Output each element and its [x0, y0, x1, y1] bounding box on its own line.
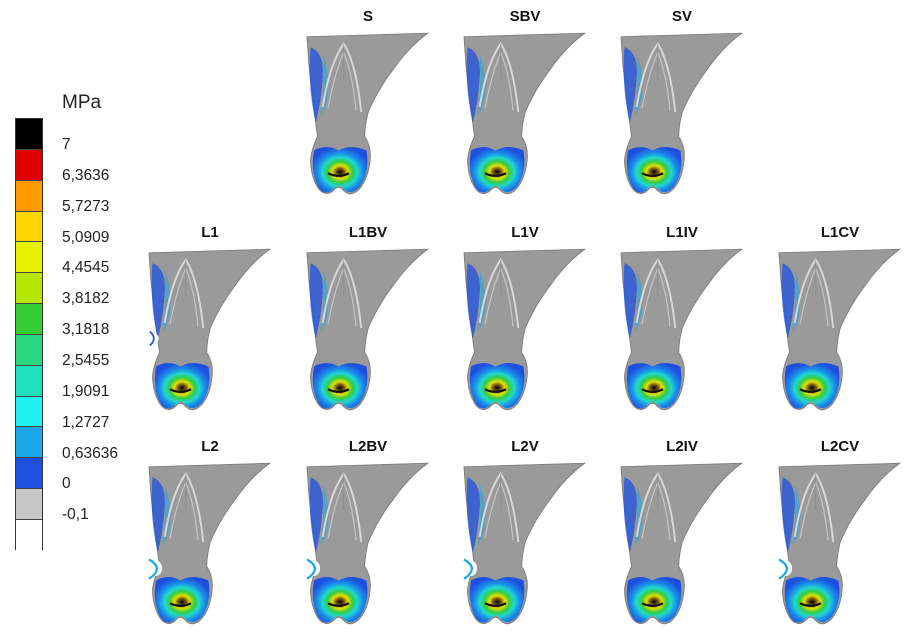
model-title: L1IV	[666, 224, 698, 241]
legend-swatch	[16, 304, 42, 335]
model-title: L1V	[511, 224, 539, 241]
stress-map-image	[463, 462, 587, 625]
tooth-model: SBV	[455, 8, 595, 208]
legend-swatch	[16, 427, 42, 459]
stress-map-image	[778, 248, 902, 411]
model-title: L2	[201, 438, 219, 455]
legend-swatch	[16, 489, 42, 520]
legend-label: 1,2727	[62, 413, 110, 431]
tooth-model: L2IV	[612, 438, 752, 638]
legend-label: 0,63636	[62, 444, 119, 462]
tooth-model: SV	[612, 8, 752, 208]
model-title: SV	[671, 8, 692, 25]
stress-map-image	[148, 462, 272, 625]
legend-label: 5,0909	[62, 228, 110, 246]
legend-swatch	[16, 211, 42, 243]
legend-label: 3,8182	[62, 290, 110, 308]
legend-swatch	[16, 396, 42, 428]
model-title: SBV	[509, 8, 541, 25]
tooth-model: L2V	[455, 438, 595, 638]
stress-legend: MPa 7 6,3636 5,7273 5,0909 4,4545 3,8182 3,181…	[0, 0, 140, 630]
tooth-model: L1CV	[770, 224, 906, 424]
stress-map-image	[463, 248, 587, 411]
legend-label: -0,1	[62, 506, 89, 524]
legend-swatch	[16, 242, 42, 274]
tooth-model: L1	[140, 224, 280, 424]
legend-label: 5,7273	[62, 197, 110, 215]
stress-map-image	[620, 462, 744, 625]
model-title: L2CV	[820, 438, 860, 455]
legend-label: 0	[62, 475, 71, 493]
legend-swatch	[16, 149, 42, 181]
legend-label: 2,5455	[62, 352, 110, 369]
tooth-model: L1V	[455, 224, 595, 424]
legend-label: 7	[62, 136, 71, 153]
legend-unit: MPa	[62, 92, 102, 113]
model-title: L2V	[511, 438, 539, 455]
legend-swatch	[16, 119, 42, 150]
stress-map-image	[778, 462, 902, 625]
model-title: L2BV	[348, 438, 388, 455]
model-title: L1CV	[820, 224, 860, 241]
tooth-model: L1IV	[612, 224, 752, 424]
legend-label: 6,3636	[62, 166, 110, 184]
legend-swatch	[16, 180, 42, 212]
tooth-model: S	[298, 8, 438, 208]
model-title: S	[362, 8, 373, 25]
legend-label: 4,4545	[62, 259, 110, 277]
model-title: L1	[201, 224, 219, 241]
legend-swatch	[16, 273, 42, 305]
legend-swatch	[16, 519, 42, 551]
stress-map-image	[620, 248, 744, 411]
stress-map-image	[620, 32, 744, 195]
tooth-model: L2CV	[770, 438, 906, 638]
legend-swatch	[16, 458, 42, 490]
tooth-model: L2	[140, 438, 280, 638]
legend-color-bar	[15, 118, 43, 551]
tooth-model: L2BV	[298, 438, 438, 638]
legend-label: 3,1818	[62, 321, 110, 339]
model-title: L2IV	[666, 438, 698, 455]
stress-map-image	[463, 32, 587, 195]
legend-swatch	[16, 334, 42, 366]
legend-swatch	[16, 365, 42, 397]
stress-map-image	[306, 32, 430, 195]
stress-map-image	[148, 248, 272, 411]
legend-label: 1,9091	[62, 382, 110, 400]
tooth-model: L1BV	[298, 224, 438, 424]
stress-map-image	[306, 462, 430, 625]
model-title: L1BV	[348, 224, 388, 241]
stress-map-image	[306, 248, 430, 411]
